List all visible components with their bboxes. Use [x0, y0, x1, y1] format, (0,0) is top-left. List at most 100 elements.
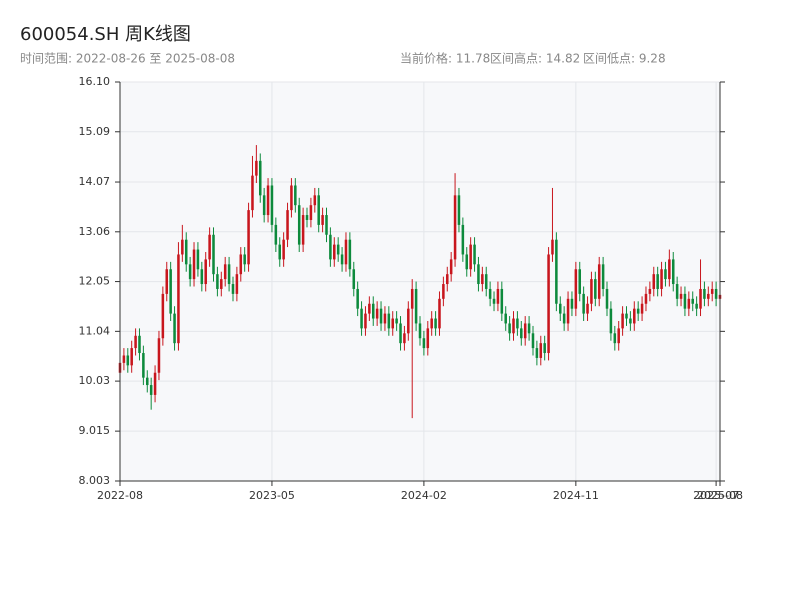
y-tick-label: 8.003: [79, 474, 111, 487]
candle-body: [239, 254, 243, 275]
candle-body: [562, 313, 566, 324]
candle-body: [251, 175, 254, 211]
candle-body: [149, 385, 153, 395]
candle-body: [625, 313, 628, 319]
candle-body: [633, 308, 636, 324]
axes: 8.003 9.015 10.03 11.04 12.05 13.06 14.07 15.09…: [79, 75, 743, 502]
candle-body: [621, 313, 624, 329]
candle-body: [301, 215, 305, 245]
candle-body: [512, 318, 515, 334]
candle-body: [325, 215, 328, 235]
candle-body: [461, 224, 465, 255]
candle-body: [414, 288, 418, 324]
candle-body: [333, 244, 336, 260]
candle-body: [558, 303, 562, 314]
candle-body: [336, 244, 340, 255]
candle-body: [305, 215, 309, 220]
candle-body: [438, 298, 441, 329]
candle-body: [188, 264, 192, 280]
candle-body: [679, 293, 683, 299]
candle-body: [418, 323, 422, 339]
candle-body: [177, 254, 180, 344]
candle-body: [309, 205, 313, 220]
candle-body: [200, 269, 204, 285]
candle-body: [613, 333, 617, 344]
candle-body: [469, 244, 472, 270]
candle-body: [594, 279, 597, 299]
candle-body: [122, 355, 126, 363]
candle-body: [703, 288, 706, 299]
candle-body: [138, 335, 141, 354]
candle-body: [516, 318, 519, 329]
candle-body: [321, 215, 324, 225]
candle-body: [695, 303, 698, 309]
candle-body: [126, 355, 130, 366]
candle-body: [270, 185, 274, 225]
chart-title: 600054.SH 周K线图: [20, 24, 191, 45]
candle-body: [597, 264, 601, 299]
candle-body: [636, 308, 640, 314]
candle-body: [317, 195, 320, 225]
candle-body: [601, 264, 605, 289]
candle-body: [671, 259, 675, 285]
candle-body: [157, 338, 161, 373]
candle-body: [368, 303, 371, 314]
candle-body: [547, 254, 550, 354]
candle-body: [153, 372, 157, 395]
candle-body: [492, 298, 496, 304]
candle-body: [282, 239, 285, 260]
candle-body: [668, 259, 671, 280]
candle-body: [508, 323, 511, 334]
candle-body: [403, 333, 406, 344]
candle-body: [262, 195, 266, 216]
candle-body: [395, 318, 398, 324]
candle-body: [142, 353, 145, 378]
candle-body: [465, 254, 469, 270]
y-tick-label: 14.07: [79, 175, 111, 188]
candle-body: [481, 274, 484, 285]
y-tick-label: 12.05: [79, 275, 111, 288]
candle-body: [286, 210, 289, 240]
x-tick-label: 2023-05: [249, 489, 295, 502]
candle-body: [629, 318, 632, 324]
candle-body: [566, 298, 570, 324]
x-tick-label: 2024-02: [401, 489, 447, 502]
candle-body: [449, 259, 453, 275]
candle-body: [165, 269, 169, 294]
candle-body: [640, 303, 644, 314]
candle-body: [407, 308, 410, 334]
candle-body: [539, 343, 543, 358]
candle-body: [535, 348, 539, 358]
candle-body: [714, 288, 718, 299]
candle-body: [523, 323, 527, 339]
candle-body: [169, 269, 172, 314]
candle-body: [574, 269, 578, 309]
candle-body: [586, 303, 589, 314]
candle-body: [551, 239, 554, 255]
candle-body: [184, 239, 188, 265]
candle-body: [391, 318, 394, 329]
candle-body: [446, 274, 449, 285]
candle-body: [582, 293, 585, 314]
candle-body: [520, 328, 523, 339]
candle-body: [609, 308, 613, 334]
candle-body: [457, 195, 461, 225]
candle-body: [134, 335, 137, 349]
candle-body: [329, 234, 332, 260]
candle-body: [340, 254, 344, 265]
candles: [118, 145, 722, 419]
candle-body: [477, 264, 480, 285]
candle-body: [255, 160, 258, 176]
candle-body: [484, 274, 488, 289]
y-tick-label: 16.10: [79, 75, 111, 88]
candle-body: [348, 239, 352, 270]
x-tick-label: 2024-11: [553, 489, 599, 502]
candle-body: [204, 259, 207, 285]
candle-body: [410, 288, 414, 309]
candle-body: [227, 264, 231, 285]
candle-body: [383, 313, 387, 324]
x-tick-label: 2025-08: [697, 489, 743, 502]
candle-body: [216, 274, 219, 289]
